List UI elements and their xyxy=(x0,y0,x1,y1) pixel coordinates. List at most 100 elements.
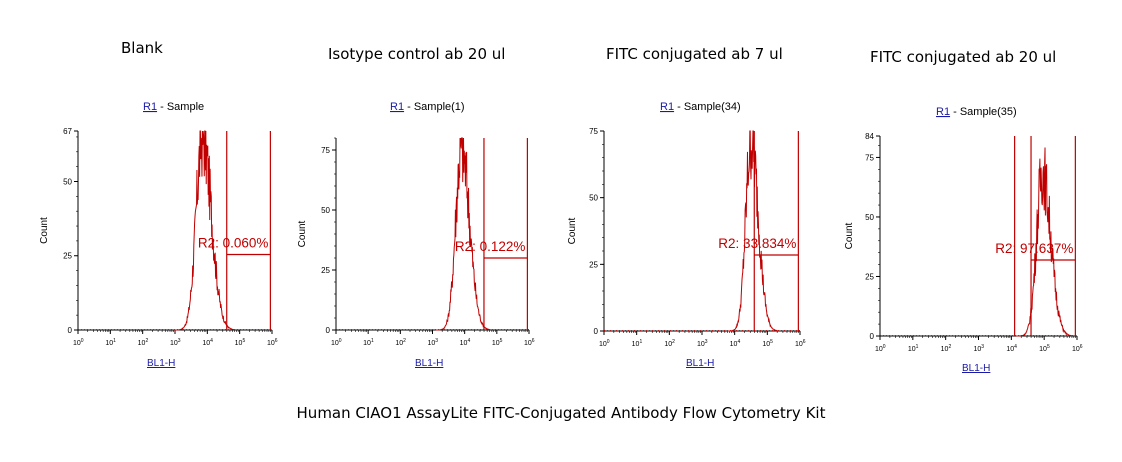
histogram-trace xyxy=(726,130,778,332)
y-tick-label: 50 xyxy=(589,194,598,203)
x-tick-label: 100 xyxy=(73,338,84,347)
x-tick-exponent: 2 xyxy=(672,339,675,345)
x-tick-exponent: 2 xyxy=(403,338,406,344)
x-tick-exponent: 6 xyxy=(532,338,535,344)
x-tick-label: 102 xyxy=(395,338,406,347)
x-tick-label: 106 xyxy=(267,338,278,347)
x-tick-exponent: 4 xyxy=(737,339,740,345)
x-tick-label: 104 xyxy=(460,338,471,347)
x-tick-exponent: 0 xyxy=(607,339,610,345)
x-tick-exponent: 6 xyxy=(275,338,278,344)
x-axis-label[interactable]: BL1-H xyxy=(415,358,443,369)
x-tick-label: 106 xyxy=(795,339,806,348)
sample-name: - Sample xyxy=(157,101,204,113)
y-tick-label: 50 xyxy=(321,206,330,215)
x-tick-label: 102 xyxy=(138,338,149,347)
y-tick-label: 50 xyxy=(865,213,874,222)
x-axis-label[interactable]: BL1-H xyxy=(962,363,990,374)
x-tick-label: 105 xyxy=(762,339,773,348)
x-tick-exponent: 3 xyxy=(435,338,438,344)
x-tick-label: 100 xyxy=(875,344,886,353)
x-tick-exponent: 4 xyxy=(210,338,213,344)
x-tick-exponent: 1 xyxy=(639,339,642,345)
x-tick-label: 102 xyxy=(941,344,952,353)
x-tick-label: 105 xyxy=(492,338,503,347)
region-link[interactable]: R1 xyxy=(143,101,157,113)
x-tick-exponent: 6 xyxy=(1080,344,1083,350)
x-tick-exponent: 2 xyxy=(145,338,148,344)
y-axis-label: Count xyxy=(297,220,308,247)
x-tick-label: 103 xyxy=(170,338,181,347)
panel-title: R1 - Sample xyxy=(143,101,204,113)
sample-name: - Sample(35) xyxy=(950,106,1017,118)
x-tick-label: 101 xyxy=(908,344,919,353)
y-tick-label: 75 xyxy=(865,153,874,162)
x-tick-label: 101 xyxy=(363,338,374,347)
y-tick-label: 25 xyxy=(589,260,598,269)
y-tick-label: 0 xyxy=(326,326,331,335)
x-tick-exponent: 4 xyxy=(1014,344,1017,350)
x-tick-label: 104 xyxy=(202,338,213,347)
gate-percentage-label: R2: 33.834% xyxy=(718,236,796,251)
y-tick-label: 84 xyxy=(865,132,874,141)
x-tick-label: 101 xyxy=(632,339,643,348)
panel-title: R1 - Sample(34) xyxy=(660,101,741,113)
y-tick-label: 75 xyxy=(321,146,330,155)
x-axis-label[interactable]: BL1-H xyxy=(686,358,714,369)
x-tick-exponent: 3 xyxy=(981,344,984,350)
y-tick-label: 25 xyxy=(865,272,874,281)
sample-name: - Sample(34) xyxy=(674,101,741,113)
gate-percentage-label: R2: 0.122% xyxy=(455,239,526,254)
y-tick-label: 0 xyxy=(870,332,875,341)
y-tick-label: 25 xyxy=(321,266,330,275)
x-tick-exponent: 1 xyxy=(113,338,116,344)
x-tick-exponent: 5 xyxy=(242,338,245,344)
y-tick-label: 0 xyxy=(594,327,599,336)
x-axis-label[interactable]: BL1-H xyxy=(147,358,175,369)
x-tick-exponent: 5 xyxy=(500,338,503,344)
y-tick-label: 0 xyxy=(68,326,73,335)
x-tick-exponent: 6 xyxy=(803,339,806,345)
region-link[interactable]: R1 xyxy=(660,101,674,113)
x-tick-exponent: 0 xyxy=(339,338,342,344)
panel-title: R1 - Sample(35) xyxy=(936,106,1017,118)
x-tick-exponent: 0 xyxy=(81,338,84,344)
x-tick-label: 103 xyxy=(428,338,439,347)
figure-caption: Human CIAO1 AssayLite FITC-Conjugated An… xyxy=(296,404,826,422)
region-link[interactable]: R1 xyxy=(936,106,950,118)
x-tick-label: 105 xyxy=(235,338,246,347)
panel-header-isotype: Isotype control ab 20 ul xyxy=(328,45,506,63)
y-axis-label: Count xyxy=(567,217,578,244)
y-tick-label: 75 xyxy=(589,127,598,136)
panel-header-fitc-7ul: FITC conjugated ab 7 ul xyxy=(606,45,783,63)
y-tick-label: 50 xyxy=(63,177,72,186)
x-tick-label: 104 xyxy=(730,339,741,348)
x-tick-label: 106 xyxy=(1072,344,1083,353)
x-tick-exponent: 0 xyxy=(883,344,886,350)
gate-percentage-label: R2: 97.637% xyxy=(995,241,1073,256)
x-tick-exponent: 3 xyxy=(705,339,708,345)
x-tick-exponent: 4 xyxy=(467,338,470,344)
x-tick-label: 102 xyxy=(664,339,675,348)
gate-percentage-label: R2: 0.060% xyxy=(198,236,269,251)
x-tick-label: 103 xyxy=(697,339,708,348)
sample-name: - Sample(1) xyxy=(404,101,465,113)
y-tick-label: 25 xyxy=(63,252,72,261)
panel-header-fitc-20ul: FITC conjugated ab 20 ul xyxy=(870,48,1057,66)
x-tick-exponent: 1 xyxy=(371,338,374,344)
x-tick-exponent: 2 xyxy=(948,344,951,350)
histogram-trace xyxy=(1015,147,1073,337)
region-link[interactable]: R1 xyxy=(390,101,404,113)
x-tick-exponent: 1 xyxy=(916,344,919,350)
x-tick-label: 101 xyxy=(105,338,116,347)
y-tick-label: 67 xyxy=(63,127,72,136)
x-tick-label: 100 xyxy=(331,338,342,347)
x-tick-label: 105 xyxy=(1039,344,1050,353)
y-axis-label: Count xyxy=(39,217,50,244)
histogram-trace xyxy=(173,130,235,331)
